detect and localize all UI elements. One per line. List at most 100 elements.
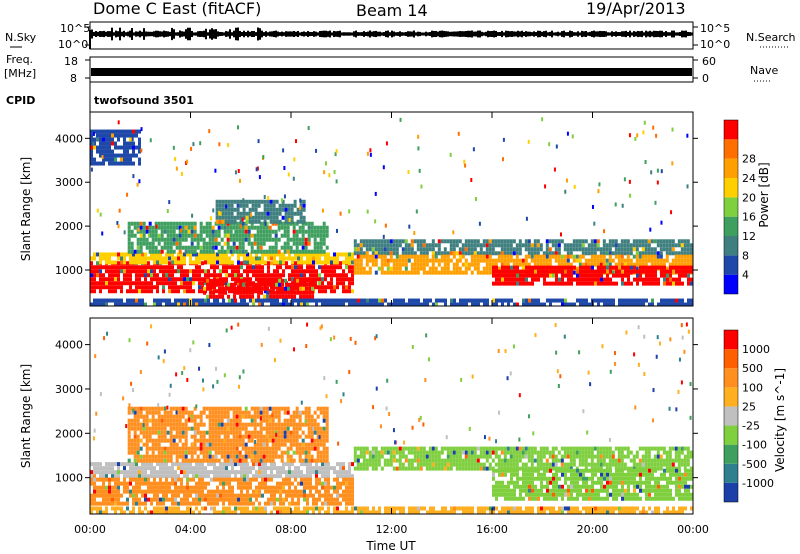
range-cell (353, 266, 357, 271)
range-cell (135, 145, 138, 150)
range-cell (561, 265, 564, 270)
range-cell (648, 302, 651, 306)
range-cell (440, 254, 444, 259)
range-cell (297, 493, 300, 498)
range-cell (534, 273, 537, 278)
range-cell (392, 247, 396, 252)
range-cell (372, 298, 375, 303)
scatter-cell (123, 230, 126, 235)
range-cell (507, 269, 510, 274)
range-cell (276, 273, 279, 278)
range-cell (117, 470, 120, 475)
range-cell (172, 442, 176, 447)
scan-mark (161, 31, 163, 37)
range-cell (342, 289, 345, 294)
range-cell (276, 489, 279, 494)
scatter-cell (564, 189, 567, 194)
range-cell (525, 302, 528, 306)
range-cell (540, 265, 543, 270)
range-cell (138, 141, 141, 146)
range-cell (252, 269, 255, 274)
range-cell (392, 270, 396, 275)
range-cell (252, 501, 255, 506)
range-cell (288, 489, 291, 494)
range-cell (157, 454, 161, 459)
range-cell (117, 145, 120, 150)
range-cell (238, 418, 242, 423)
scan-mark (469, 30, 471, 38)
range-cell (381, 302, 384, 306)
range-cell (237, 497, 240, 502)
scan-mark (395, 32, 397, 36)
range-cell (292, 233, 296, 238)
range-cell (215, 199, 219, 204)
range-cell (219, 470, 222, 475)
range-cell (288, 277, 291, 282)
range-cell (267, 273, 270, 278)
range-cell (238, 434, 242, 439)
range-cell (204, 474, 207, 479)
range-cell (227, 207, 231, 212)
range-cell (108, 501, 111, 506)
range-cell (288, 462, 291, 467)
range-cell (217, 446, 221, 451)
range-cell (339, 466, 342, 471)
range-cell (93, 273, 96, 278)
range-cell (129, 260, 132, 265)
range-cell (163, 225, 167, 230)
range-cell (259, 221, 263, 226)
range-cell (171, 273, 174, 278)
range-cell (300, 481, 303, 486)
range-cell (651, 298, 654, 303)
range-cell (144, 273, 147, 278)
range-cell (255, 260, 258, 265)
range-cell (193, 237, 197, 242)
range-cell (177, 501, 180, 506)
range-cell (264, 470, 267, 475)
range-cell (243, 481, 246, 486)
range-cell (501, 269, 504, 274)
scan-mark (141, 31, 143, 37)
range-cell (470, 254, 474, 259)
range-cell (563, 262, 567, 267)
range-cell (273, 493, 276, 498)
range-cell (273, 485, 276, 490)
range-cell (470, 270, 474, 275)
scan-mark (133, 32, 135, 36)
range-cell (138, 269, 141, 274)
range-cell (114, 501, 117, 506)
range-cell (270, 261, 273, 266)
range-cell (111, 141, 114, 146)
range-cell (282, 481, 285, 486)
range-cell (312, 273, 315, 278)
range-cell (593, 239, 597, 244)
range-cell (293, 211, 297, 216)
range-cell (102, 497, 105, 502)
range-cell (144, 281, 147, 286)
scatter-cell (126, 192, 129, 197)
range-cell (135, 466, 138, 471)
range-cell (656, 251, 660, 256)
range-cell (680, 262, 684, 267)
range-cell (285, 256, 288, 261)
range-cell (683, 243, 687, 248)
range-cell (533, 239, 537, 244)
range-cell (292, 241, 296, 246)
range-cell (307, 221, 311, 226)
range-cell (117, 474, 120, 479)
range-cell (626, 251, 630, 256)
range-cell (240, 302, 243, 306)
scatter-cell (149, 138, 152, 143)
range-cell (105, 466, 108, 471)
range-cell (169, 245, 173, 250)
freq-trace (91, 68, 692, 76)
range-cell (184, 221, 188, 226)
range-cell (494, 251, 498, 256)
scan-mark (423, 32, 425, 36)
range-cell (129, 462, 132, 467)
scan-panel: 10^5 10^0 N.Sky 10^5 10^0 N.Search (5, 21, 796, 51)
range-cell (267, 501, 270, 506)
range-cell (114, 462, 117, 467)
